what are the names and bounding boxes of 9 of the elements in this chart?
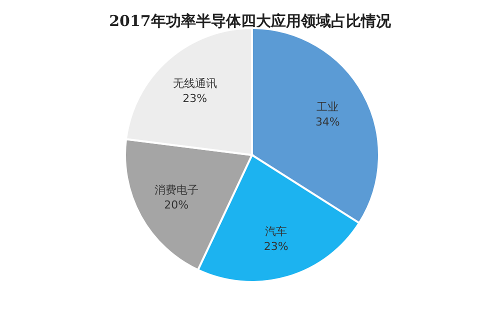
slice-label: 无线通讯 [172,77,217,90]
data-label: 23% [264,240,288,253]
slice-label: 汽车 [265,224,288,238]
slice-label: 工业 [316,100,339,114]
data-label: 20% [164,198,189,212]
chart-title: 2017年功率半导体四大应用领域占比情况 [108,12,392,31]
slice-label: 消费电子 [154,184,198,197]
data-label: 23% [182,92,208,106]
data-label: 34% [315,115,340,128]
